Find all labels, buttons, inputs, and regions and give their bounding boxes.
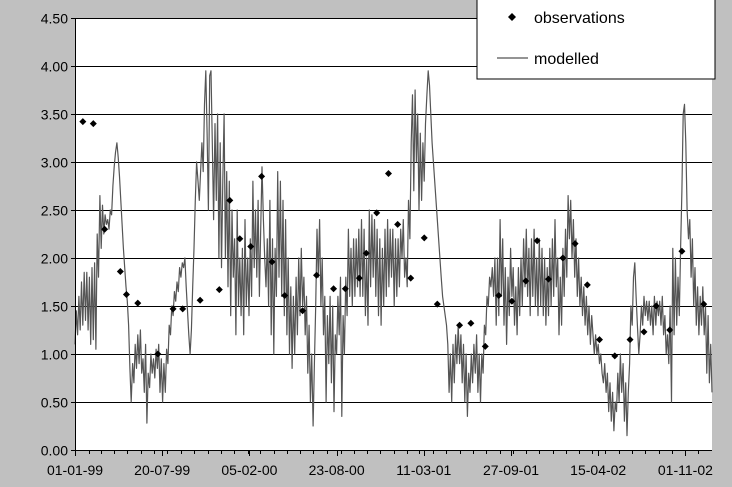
observation-point xyxy=(89,120,97,128)
observation-point xyxy=(281,291,289,299)
observation-point xyxy=(700,300,708,308)
x-tick-label: 27-09-01 xyxy=(483,462,539,478)
observation-point xyxy=(313,271,321,279)
observation-point xyxy=(626,336,634,344)
observation-point xyxy=(433,300,441,308)
observation-point xyxy=(407,274,415,282)
x-tick-label: 23-08-00 xyxy=(309,462,365,478)
observation-point xyxy=(154,350,162,358)
observation-point xyxy=(362,249,370,257)
observation-point xyxy=(481,342,489,350)
y-tick-label: 2.50 xyxy=(41,203,68,219)
x-tick-label: 20-07-99 xyxy=(134,462,190,478)
observation-point xyxy=(196,296,204,304)
observation-point xyxy=(215,286,223,294)
observation-point xyxy=(678,247,686,255)
legend: observations modelled xyxy=(476,0,716,80)
y-tick-label: 1.50 xyxy=(41,299,68,315)
observation-point xyxy=(559,254,567,262)
y-tick-label: 4.00 xyxy=(41,59,68,75)
observation-point xyxy=(355,274,363,282)
observation-point xyxy=(456,321,464,329)
observation-point xyxy=(467,319,475,327)
observation-point xyxy=(134,299,142,307)
legend-observations-label: observations xyxy=(534,10,625,27)
modelled-series xyxy=(74,70,713,437)
legend-modelled-label: modelled xyxy=(534,51,599,68)
observation-point xyxy=(268,258,276,266)
observation-point xyxy=(508,297,516,305)
observation-point xyxy=(236,235,244,243)
observation-point xyxy=(330,285,338,293)
observation-point xyxy=(495,291,503,299)
observations-series xyxy=(79,118,708,360)
observation-point xyxy=(79,118,87,126)
observation-point xyxy=(258,172,266,180)
x-tick-label: 01-01-99 xyxy=(47,462,103,478)
observation-point xyxy=(169,305,177,313)
x-tick-label: 11-03-01 xyxy=(396,462,451,478)
axes xyxy=(71,18,712,456)
observation-point xyxy=(640,328,648,336)
observation-point xyxy=(596,336,604,344)
observation-point xyxy=(533,237,541,245)
y-tick-label: 3.50 xyxy=(41,107,68,123)
observation-point xyxy=(247,242,255,250)
modelled-line xyxy=(74,70,713,437)
plot-area xyxy=(75,18,712,450)
observation-point xyxy=(226,196,234,204)
y-tick-label: 1.00 xyxy=(41,347,68,363)
observation-point xyxy=(544,275,552,283)
y-tick-label: 4.50 xyxy=(41,11,68,27)
y-tick-labels: 0.00 0.50 1.00 1.50 2.00 2.50 3.00 3.50 4.00 4.50 xyxy=(41,11,68,459)
x-tick-label: 15-04-02 xyxy=(570,462,626,478)
observation-point xyxy=(116,267,124,275)
y-tick-label: 0.00 xyxy=(41,443,68,459)
y-tick-label: 2.00 xyxy=(41,251,68,267)
observation-point xyxy=(583,281,591,289)
observation-point xyxy=(611,352,619,360)
observation-point xyxy=(299,307,307,315)
observation-point xyxy=(394,220,402,228)
y-tick-label: 0.50 xyxy=(41,395,68,411)
legend-box xyxy=(476,0,716,80)
y-tick-label: 3.00 xyxy=(41,155,68,171)
x-tick-labels: 01-01-99 20-07-99 05-02-00 23-08-00 11-03-01… xyxy=(47,462,713,478)
observation-point xyxy=(373,209,381,217)
observation-point xyxy=(179,305,187,313)
observation-point xyxy=(420,234,428,242)
observation-point xyxy=(666,326,674,334)
x-tick-label: 01-11-02 xyxy=(658,462,713,478)
observation-point xyxy=(101,225,109,233)
observation-point xyxy=(384,170,392,178)
x-tick-label: 05-02-00 xyxy=(221,462,277,478)
observation-point xyxy=(652,302,660,310)
observation-point xyxy=(341,285,349,293)
observation-point xyxy=(522,277,530,285)
legend-observations-marker xyxy=(508,13,516,21)
observation-point xyxy=(122,290,130,298)
observation-point xyxy=(571,240,579,248)
